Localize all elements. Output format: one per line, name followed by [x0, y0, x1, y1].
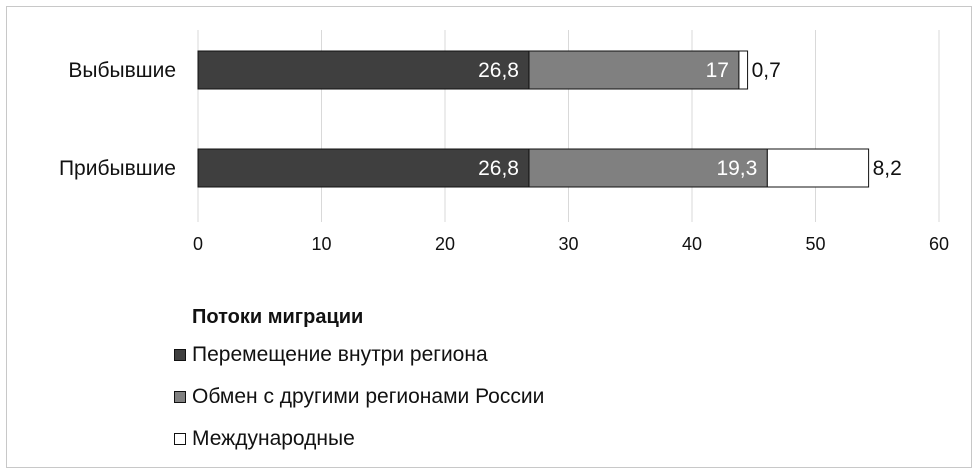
- legend-title: Потоки миграции: [192, 306, 364, 328]
- x-tick-labels: 0 10 20 30 40 50 60: [193, 234, 949, 254]
- bar-segment: [738, 50, 749, 90]
- legend-swatch-international: [174, 433, 186, 445]
- category-labels: Выбывшие Прибывшие: [59, 59, 176, 180]
- legend-swatch-intra-region: [174, 349, 186, 361]
- bars: 26,8 17 0,7 26,8 19,3 8,2: [197, 50, 902, 188]
- legend-swatch-interregional: [174, 391, 186, 403]
- legend: Потоки миграции Перемещение внутри регио…: [174, 300, 544, 460]
- legend-item-international: Международные: [174, 418, 544, 460]
- x-tick-label: 50: [805, 234, 825, 254]
- data-label: 0,7: [752, 59, 781, 82]
- data-label: 19,3: [716, 157, 757, 180]
- bar-segment: [766, 148, 870, 188]
- category-label: Выбывшие: [68, 59, 176, 82]
- bar-segment: [528, 50, 740, 90]
- bar-segment: [197, 148, 530, 188]
- data-label: 26,8: [478, 59, 519, 82]
- x-tick-label: 60: [929, 234, 949, 254]
- category-label: Прибывшие: [59, 157, 176, 180]
- x-tick-label: 40: [682, 234, 702, 254]
- bar-segment: [528, 148, 768, 188]
- x-tick-label: 20: [435, 234, 455, 254]
- x-tick-label: 10: [311, 234, 331, 254]
- legend-label-international: Международные: [192, 427, 355, 450]
- x-tick-label: 0: [193, 234, 203, 254]
- bar-segment: [197, 50, 530, 90]
- data-label: 17: [706, 59, 729, 82]
- legend-label-intra-region: Перемещение внутри региона: [192, 343, 488, 366]
- legend-item-interregional: Обмен с другими регионами России: [174, 376, 544, 418]
- data-label: 8,2: [873, 157, 902, 180]
- legend-item-intra-region: Перемещение внутри региона: [174, 334, 544, 376]
- x-tick-label: 30: [558, 234, 578, 254]
- legend-label-interregional: Обмен с другими регионами России: [192, 385, 545, 408]
- data-label: 26,8: [478, 157, 519, 180]
